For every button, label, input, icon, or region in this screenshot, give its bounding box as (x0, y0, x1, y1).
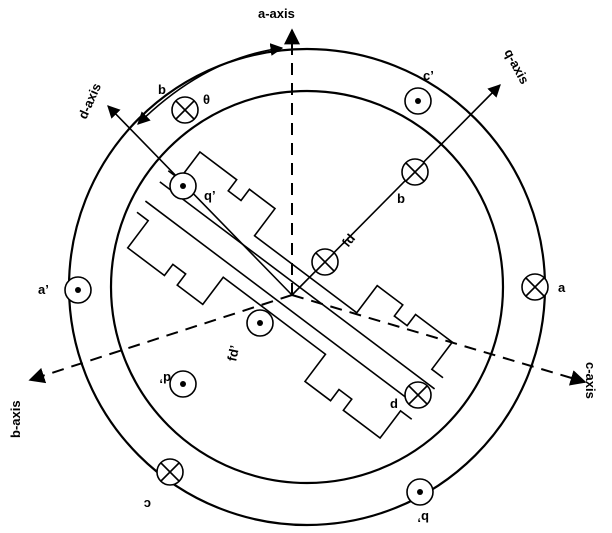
conductor-c-prime (404, 87, 432, 115)
theta-angle-arc (137, 43, 284, 125)
conductor-b-stator (171, 96, 199, 124)
label-d: d (390, 396, 398, 411)
conductor-fd-prime (246, 309, 274, 337)
label-d-prime: d’ (159, 371, 171, 386)
b-axis-label: b-axis (8, 400, 23, 438)
q-axis-label: q-axis (501, 46, 532, 86)
c-axis-label: c-axis (583, 362, 598, 399)
label-c-prime: c’ (423, 68, 434, 83)
conductor-a-prime (64, 276, 92, 304)
d-axis-label: d-axis (75, 81, 104, 121)
c-axis-line (291, 294, 587, 386)
conductor-b-prime (406, 478, 434, 506)
theta-label: θ (203, 92, 210, 107)
label-q-prime: q’ (204, 188, 216, 203)
conductor-a (521, 273, 549, 301)
rotor-body (126, 150, 454, 440)
label-a: a (558, 280, 566, 295)
label-b-stator: b (158, 82, 166, 97)
conductor-d-prime (169, 370, 197, 398)
conductor-fd (311, 248, 339, 276)
label-fd: fd (339, 231, 358, 250)
conductor-q-prime (169, 172, 197, 200)
label-c: c (144, 497, 151, 512)
rotor-shaft-line-upper (159, 181, 436, 390)
label-fd-prime: fd’ (224, 344, 242, 363)
conductor-c (156, 458, 184, 486)
d-axis-line (107, 105, 293, 296)
label-a-prime: a’ (38, 282, 49, 297)
conductor-q (401, 158, 429, 186)
stator-outer-circle (67, 47, 547, 527)
label-b-prime: b’ (417, 510, 429, 525)
a-axis-label: a-axis (258, 6, 295, 21)
rotor-shaft-line-lower (144, 200, 421, 409)
rotor-outline-upper (167, 150, 454, 379)
label-q: q (397, 193, 405, 208)
stator-inner-circle (109, 89, 505, 485)
b-axis-line (28, 294, 293, 384)
conductor-d (404, 381, 432, 409)
rotor-outline-lower (126, 211, 413, 440)
